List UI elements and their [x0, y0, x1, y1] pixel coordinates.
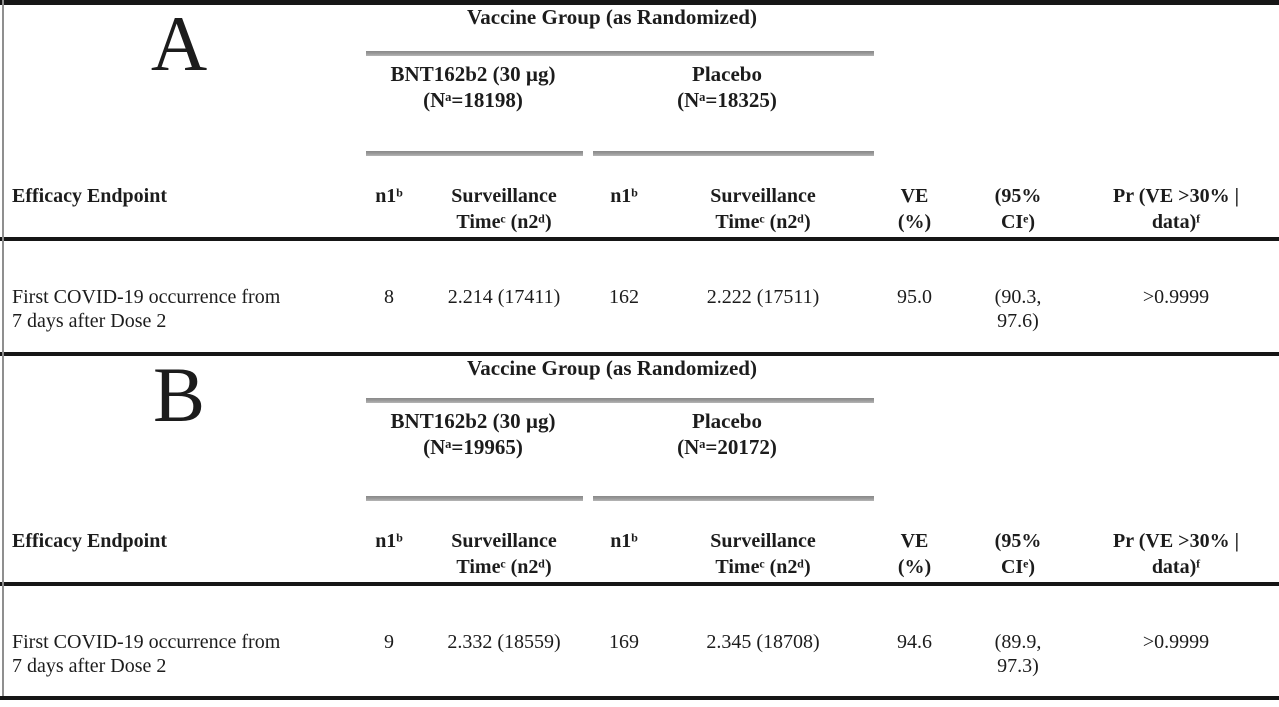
- n1-vaccine-header: n1ᵇ: [375, 185, 403, 207]
- panel-label-a: A: [150, 0, 208, 87]
- table-row: First COVID-19 occurrence from 7 days af…: [0, 582, 1279, 696]
- n1-vaccine-cell: 9: [358, 582, 420, 696]
- surveillance-vaccine-header: Surveillance Timeᶜ (n2ᵈ): [451, 185, 557, 233]
- ve-cell: 95.0: [866, 237, 963, 352]
- endpoint-cell: First COVID-19 occurrence from 7 days af…: [0, 237, 358, 352]
- vaccine-group-header: BNT162b2 (30 µg) (Nᵃ=19965): [390, 409, 556, 459]
- gray-rule: [366, 398, 874, 403]
- gray-rule: [366, 496, 583, 501]
- efficacy-table-a: A Vaccine Group (as Randomized) BNT162b2…: [0, 5, 1279, 352]
- spacer-cell: [866, 61, 1279, 151]
- pr-header: Pr (VE >30% | data)ᶠ: [1113, 185, 1239, 233]
- ci-header: (95% CIᵉ): [994, 185, 1042, 233]
- surveillance-vaccine-header: Surveillance Timeᶜ (n2ᵈ): [451, 530, 557, 578]
- placebo-group-header: Placebo (Nᵃ=20172): [677, 409, 777, 459]
- rule-cell: [358, 151, 588, 163]
- pr-header: Pr (VE >30% | data)ᶠ: [1113, 530, 1239, 578]
- spacer-cell: [866, 5, 1279, 51]
- surveillance-vaccine-cell: 2.332 (18559): [420, 582, 588, 696]
- n1-placebo-cell: 169: [588, 582, 660, 696]
- n1-placebo-cell: 162: [588, 237, 660, 352]
- spacer-cell: [866, 408, 1279, 496]
- table-row: First COVID-19 occurrence from 7 days af…: [0, 237, 1279, 352]
- surveillance-placebo-cell: 2.222 (17511): [660, 237, 866, 352]
- n1-vaccine-cell: 8: [358, 237, 420, 352]
- gray-rule: [366, 151, 583, 156]
- efficacy-endpoint-header: Efficacy Endpoint: [12, 185, 168, 207]
- spacer-cell: [866, 51, 1279, 61]
- panel-a: A Vaccine Group (as Randomized) BNT162b2…: [0, 0, 1279, 352]
- spacer-cell: [866, 356, 1279, 398]
- n1-placebo-header: n1ᵇ: [610, 530, 638, 552]
- spacer-cell: [866, 496, 1279, 508]
- surveillance-placebo-header: Surveillance Timeᶜ (n2ᵈ): [710, 530, 816, 578]
- vaccine-group-title: Vaccine Group (as Randomized): [467, 356, 757, 380]
- rule-cell: [358, 51, 874, 61]
- n1-vaccine-header: n1ᵇ: [375, 530, 403, 552]
- efficacy-endpoint-header: Efficacy Endpoint: [12, 530, 168, 552]
- placebo-group-header: Placebo (Nᵃ=18325): [677, 62, 777, 112]
- efficacy-table-b: B Vaccine Group (as Randomized) BNT162b2…: [0, 356, 1279, 696]
- left-border-line: [2, 0, 4, 696]
- rule-cell: [358, 496, 588, 508]
- ci-cell: (90.3, 97.6): [963, 237, 1073, 352]
- ci-cell: (89.9, 97.3): [963, 582, 1073, 696]
- rule-cell: [588, 151, 874, 163]
- surveillance-placebo-cell: 2.345 (18708): [660, 582, 866, 696]
- panel-b: B Vaccine Group (as Randomized) BNT162b2…: [0, 352, 1279, 700]
- gray-rule: [366, 51, 874, 56]
- vaccine-group-header: BNT162b2 (30 µg) (Nᵃ=18198): [390, 62, 556, 112]
- rule-cell: [588, 496, 874, 508]
- panel-label-b: B: [152, 351, 206, 438]
- gray-rule: [593, 151, 874, 156]
- spacer-cell: [866, 398, 1279, 408]
- ve-header: VE (%): [897, 530, 932, 578]
- surveillance-vaccine-cell: 2.214 (17411): [420, 237, 588, 352]
- vaccine-group-title: Vaccine Group (as Randomized): [467, 5, 757, 29]
- n1-placebo-header: n1ᵇ: [610, 185, 638, 207]
- endpoint-cell: First COVID-19 occurrence from 7 days af…: [0, 582, 358, 696]
- spacer-cell: [866, 151, 1279, 163]
- rule-cell: [358, 398, 874, 408]
- ve-cell: 94.6: [866, 582, 963, 696]
- ci-header: (95% CIᵉ): [994, 530, 1042, 578]
- ve-header: VE (%): [897, 185, 932, 233]
- gray-rule: [593, 496, 874, 501]
- pr-cell: >0.9999: [1073, 237, 1279, 352]
- surveillance-placebo-header: Surveillance Timeᶜ (n2ᵈ): [710, 185, 816, 233]
- pr-cell: >0.9999: [1073, 582, 1279, 696]
